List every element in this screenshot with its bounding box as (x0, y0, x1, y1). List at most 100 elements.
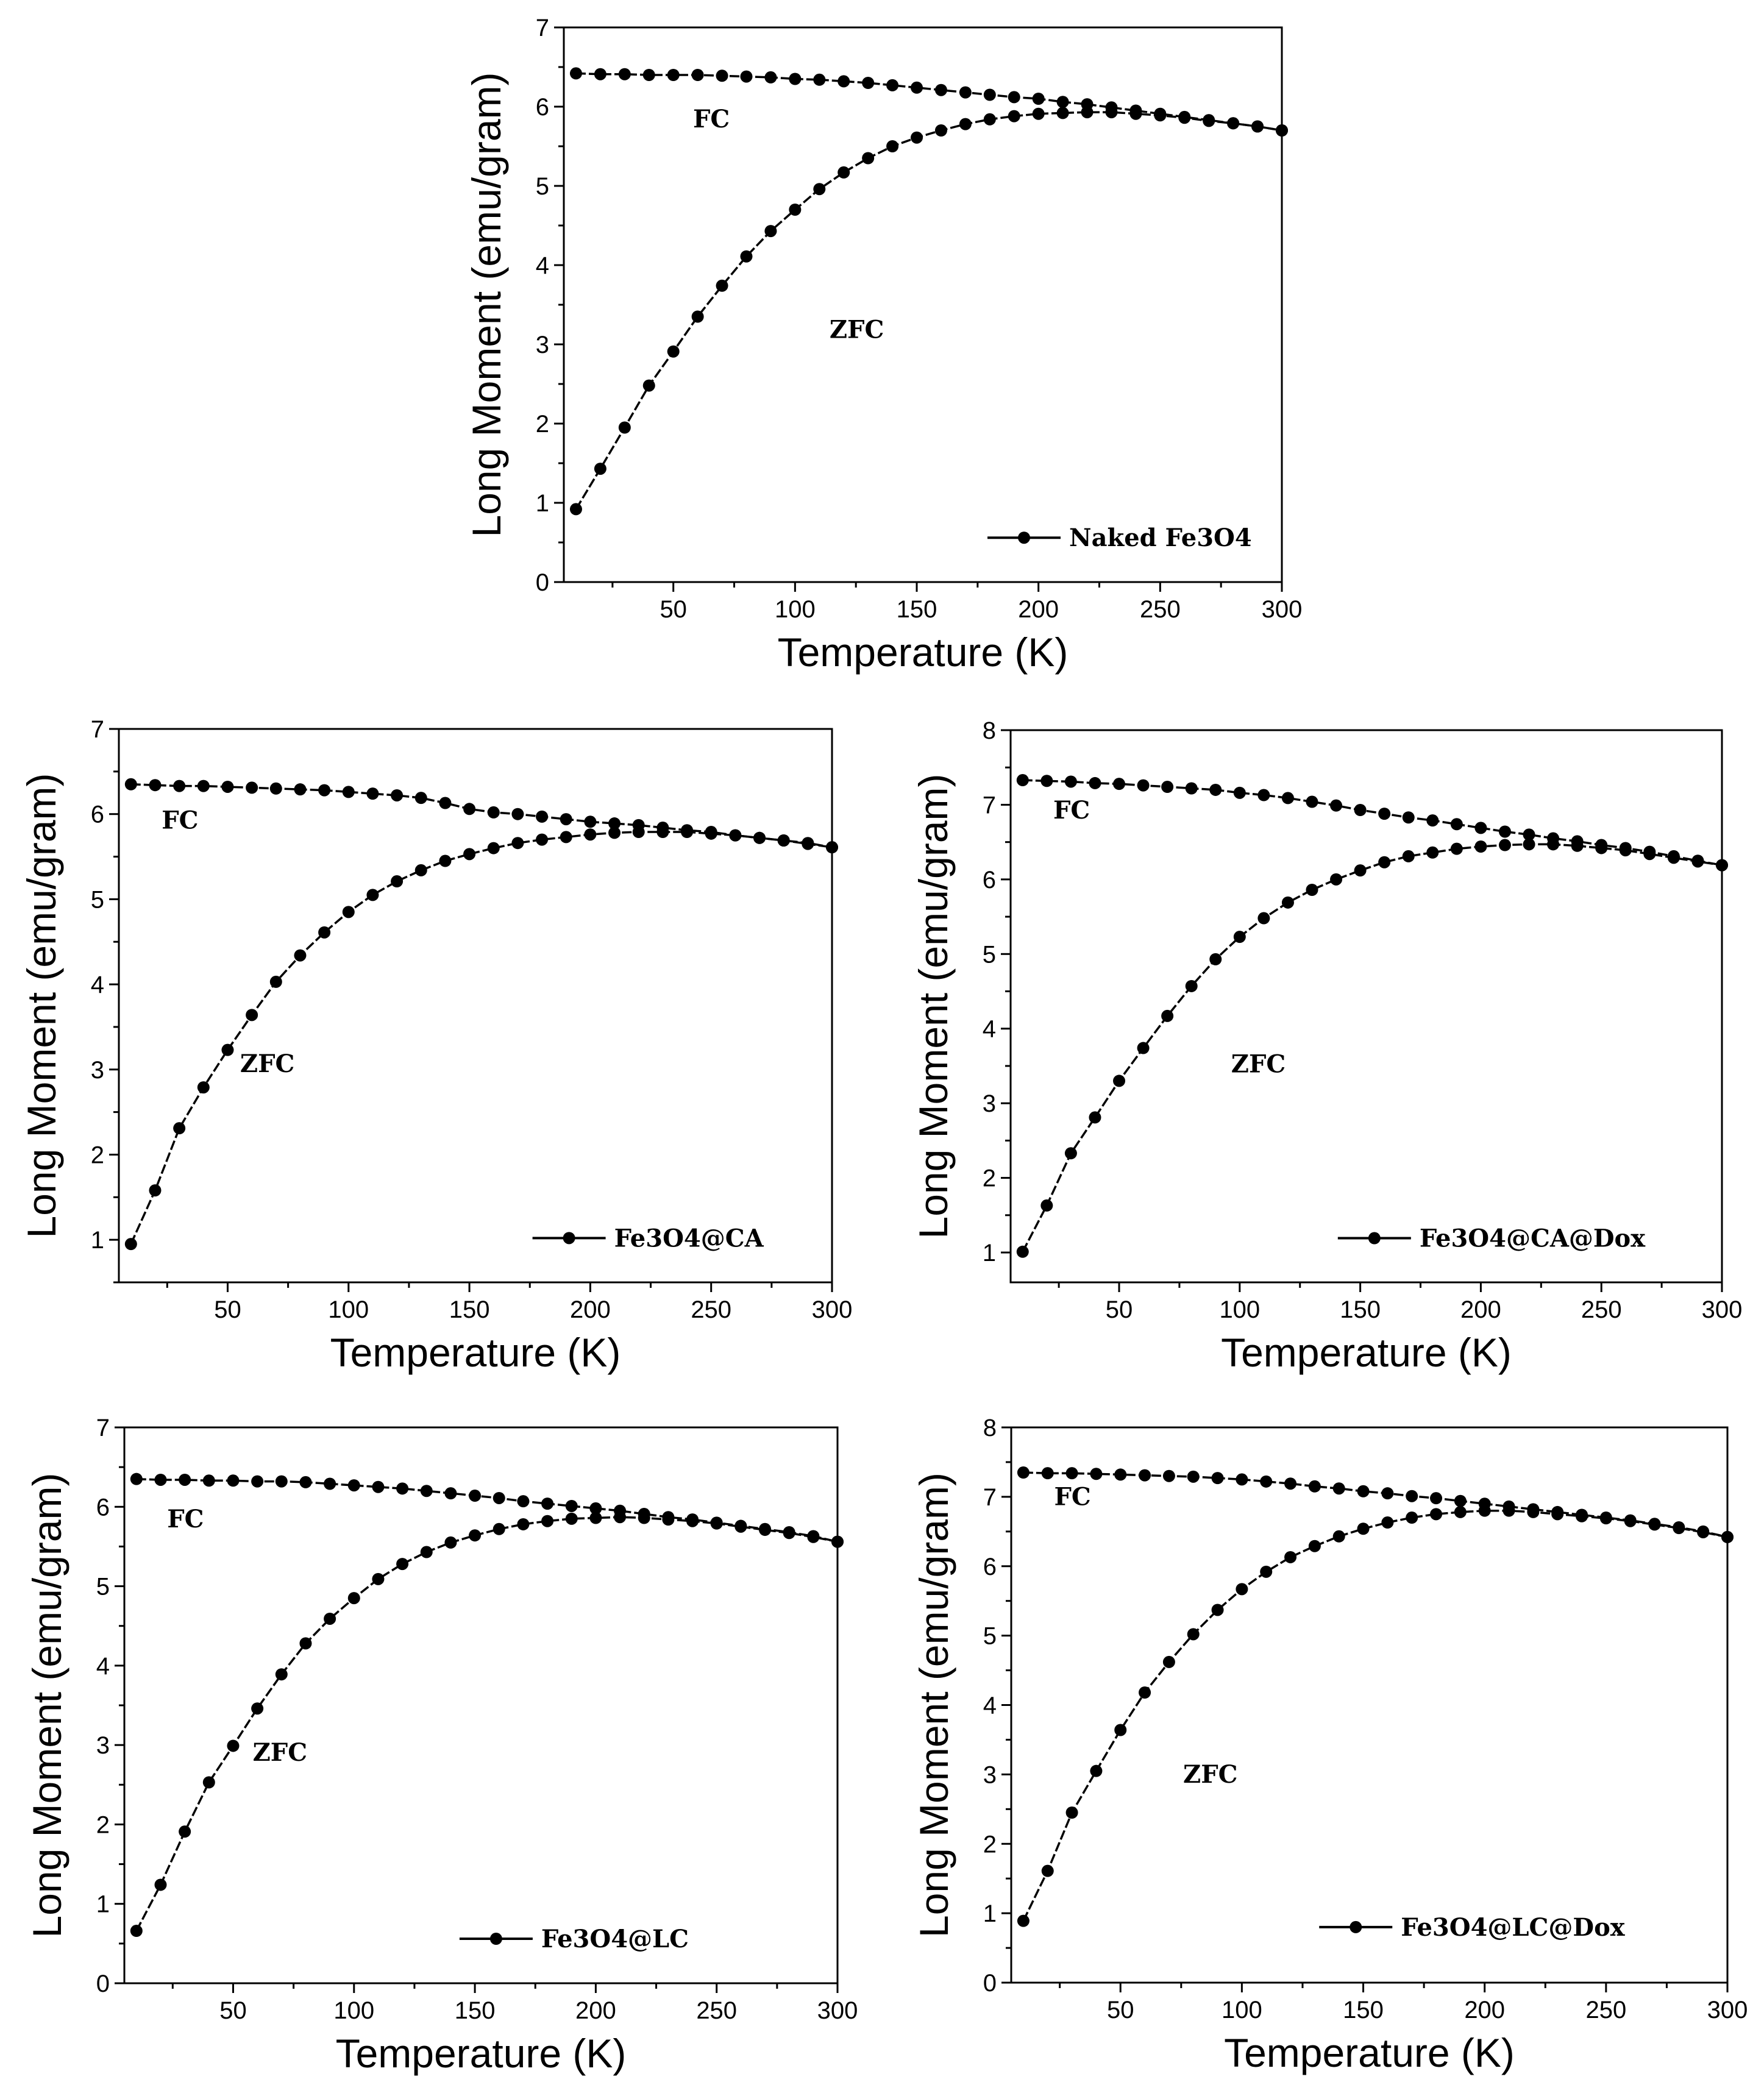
x-axis-title: Temperature (K) (1221, 1330, 1512, 1375)
zfc-data-point (1187, 1628, 1200, 1641)
zfc-data-point (1251, 120, 1264, 133)
zfc-data-point (1090, 1764, 1103, 1777)
zfc-data-point (1721, 1530, 1734, 1543)
x-tick-label: 300 (817, 1997, 858, 2024)
x-axis-title: Temperature (K) (336, 2031, 627, 2076)
zfc-data-point (1139, 1686, 1151, 1699)
fc-label: FC (167, 1505, 204, 1533)
x-tick-label: 150 (449, 1296, 490, 1323)
fc-data-point (1233, 786, 1246, 799)
y-tick-label: 0 (96, 1970, 110, 1997)
zfc-data-point (246, 1009, 258, 1021)
zfc-data-point (1595, 842, 1608, 854)
fc-data-point (536, 810, 549, 823)
zfc-data-point (541, 1515, 554, 1527)
zfc-data-point (1032, 107, 1045, 120)
zfc-label: ZFC (240, 1050, 294, 1078)
zfc-data-point (1056, 107, 1069, 119)
y-tick-label: 4 (91, 972, 104, 998)
fc-data-point (269, 782, 282, 795)
fc-data-point (318, 784, 331, 797)
x-tick-label: 150 (1340, 1296, 1381, 1323)
fc-data-point (691, 69, 704, 81)
fc-data-point (1498, 825, 1511, 838)
zfc-data-point (202, 1776, 215, 1789)
fc-data-point (366, 787, 379, 800)
y-tick-label: 6 (96, 1494, 110, 1521)
y-tick-label: 4 (983, 1016, 996, 1043)
x-tick-label: 50 (660, 596, 687, 623)
zfc-data-point (959, 118, 972, 130)
zfc-data-point (1114, 1724, 1127, 1736)
zfc-data-point (862, 152, 875, 165)
zfc-label: ZFC (253, 1738, 307, 1767)
y-tick-label: 8 (983, 1415, 997, 1441)
zfc-label: ZFC (1183, 1760, 1237, 1789)
zfc-data-point (1697, 1526, 1710, 1538)
plot-frame (1009, 729, 1723, 1284)
fc-data-point (642, 69, 655, 81)
fc-data-point (1306, 795, 1318, 808)
zfc-data-point (1233, 931, 1246, 943)
fc-data-point (439, 797, 452, 809)
y-tick-label: 4 (96, 1653, 110, 1680)
zfc-data-point (1450, 842, 1463, 855)
zfc-data-point (124, 1238, 137, 1251)
zfc-data-point (1551, 1508, 1564, 1521)
zfc-data-point (347, 1592, 360, 1605)
fc-label: FC (162, 806, 198, 834)
fc-data-point (1332, 1482, 1345, 1495)
fc-data-point (414, 792, 427, 805)
zfc-data-point (1667, 851, 1680, 864)
zfc-data-point (1523, 838, 1535, 851)
x-tick-label: 100 (333, 1997, 374, 2024)
fc-data-point (1523, 828, 1535, 841)
x-tick-label: 200 (1018, 596, 1059, 623)
zfc-data-point (1129, 107, 1142, 120)
fc-data-point (227, 1474, 240, 1487)
x-tick-label: 100 (328, 1296, 369, 1323)
x-axis-title: Temperature (K) (330, 1330, 621, 1375)
zfc-data-point (1474, 840, 1487, 853)
x-tick-label: 100 (1219, 1296, 1260, 1323)
fc-data-point (246, 781, 258, 794)
zfc-data-point (130, 1925, 143, 1938)
zfc-data-point (1260, 1565, 1273, 1578)
y-tick-label: 2 (983, 1165, 996, 1192)
zfc-data-point (740, 250, 753, 263)
fc-data-point (396, 1482, 409, 1495)
x-tick-label: 100 (775, 596, 816, 623)
fc-data-point (1162, 1469, 1175, 1482)
zfc-data-point (318, 926, 331, 939)
fc-data-point (1257, 789, 1270, 801)
zfc-data-point (807, 1530, 820, 1543)
zfc-data-point (614, 1511, 627, 1524)
y-tick-label: 1 (536, 490, 549, 517)
zfc-data-point (691, 310, 704, 323)
zfc-data-point (1284, 1551, 1297, 1563)
x-tick-label: 250 (691, 1296, 731, 1323)
y-tick-label: 1 (983, 1240, 996, 1266)
zfc-data-point (536, 833, 549, 846)
y-tick-label: 2 (983, 1831, 997, 1858)
fc-data-point (1211, 1472, 1224, 1485)
x-tick-label: 300 (1702, 1296, 1743, 1323)
zfc-label: ZFC (830, 316, 884, 344)
fc-data-point (589, 1502, 602, 1515)
y-tick-label: 2 (91, 1142, 104, 1168)
y-axis-title: Long Moment (emu/gram) (911, 774, 956, 1239)
zfc-data-point (1527, 1505, 1540, 1518)
fc-data-point (886, 79, 899, 91)
fc-data-point (1450, 818, 1463, 831)
zfc-data-point (1716, 859, 1728, 872)
fc-label: FC (693, 105, 730, 133)
fc-data-point (221, 780, 234, 793)
zfc-data-point (764, 225, 777, 238)
zfc-data-point (469, 1529, 482, 1542)
fc-data-point (1406, 1490, 1418, 1502)
y-tick-label: 7 (983, 792, 996, 819)
chart-2: 50 100 150 200 250 300 1 2 3 4 5 6 7 Temperature (K) L… (19, 716, 852, 1375)
fc-data-point (1354, 804, 1367, 817)
x-tick-label: 300 (812, 1296, 853, 1323)
zfc-data-point (1017, 1914, 1030, 1927)
